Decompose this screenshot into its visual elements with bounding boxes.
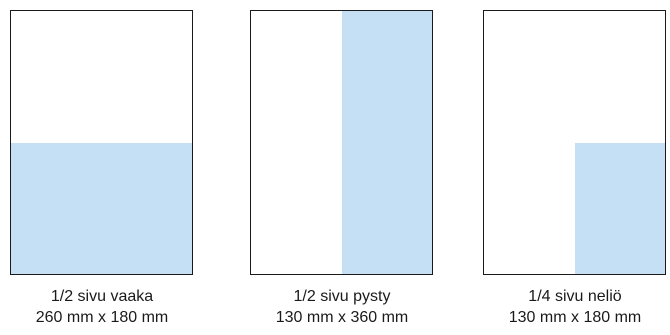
layout-size: 130 mm x 180 mm (508, 309, 642, 326)
layout-size: 130 mm x 360 mm (275, 309, 409, 326)
layout-name: 1/2 sivu vaaka (50, 288, 154, 305)
ad-area-quarter-square (574, 142, 665, 274)
ad-area-half-horizontal (11, 142, 192, 274)
ad-area-half-vertical (341, 11, 432, 274)
page-layout-half-horizontal (10, 10, 193, 275)
layout-name: 1/4 sivu neliö (528, 288, 622, 305)
page-layout-half-vertical (250, 10, 433, 275)
layout-size: 260 mm x 180 mm (35, 309, 169, 326)
caption-quarter-square: 1/4 sivu neliö 130 mm x 180 mm (465, 286, 670, 328)
caption-half-vertical: 1/2 sivu pysty 130 mm x 360 mm (232, 286, 452, 328)
caption-half-horizontal: 1/2 sivu vaaka 260 mm x 180 mm (0, 286, 212, 328)
page-layout-quarter-square (483, 10, 666, 275)
layout-name: 1/2 sivu pysty (293, 288, 391, 305)
